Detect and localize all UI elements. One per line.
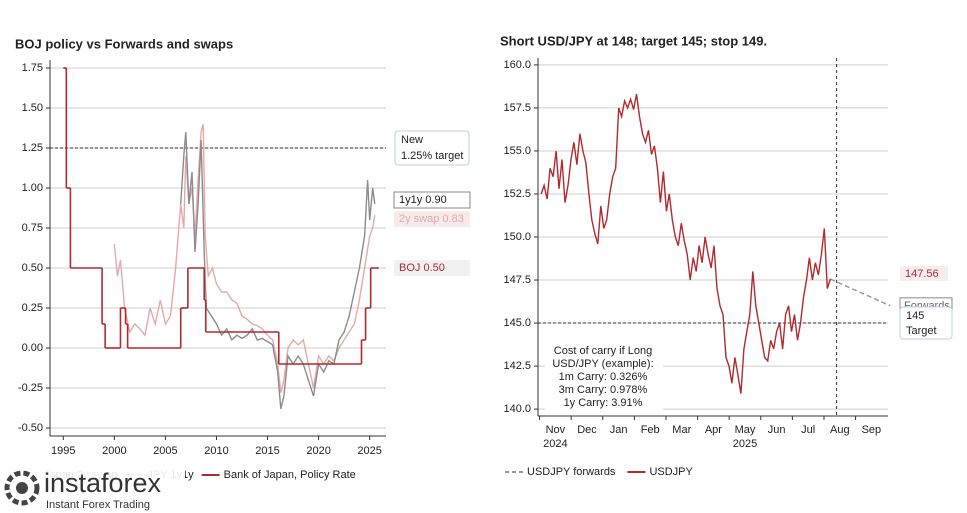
note-line: 3m Carry: 0.978% bbox=[559, 384, 648, 396]
series-line bbox=[540, 93, 831, 394]
x-tick-label: Feb bbox=[641, 424, 660, 436]
x-tick-label: 2015 bbox=[255, 445, 279, 457]
note-line: Cost of carry if Long bbox=[554, 345, 652, 357]
note-box bbox=[545, 342, 663, 410]
end-label: 1y1y 0.90 bbox=[399, 194, 447, 206]
brand-tagline: Instant Forex Trading bbox=[46, 499, 150, 511]
watermark: instaforex Instant Forex Trading bbox=[0, 463, 185, 513]
y-tick-label: 142.5 bbox=[503, 360, 531, 372]
y-tick-label: 1.00 bbox=[22, 182, 43, 194]
reference-label: Target bbox=[906, 325, 937, 337]
y-tick-label: 1.75 bbox=[22, 62, 43, 74]
series-line bbox=[113, 123, 376, 393]
x-tick-label: Jun bbox=[768, 424, 786, 436]
x-tick-label: Nov bbox=[546, 424, 566, 436]
y-tick-label: 160.0 bbox=[503, 59, 531, 71]
end-label-box bbox=[394, 211, 470, 228]
y-tick-label: 0.00 bbox=[22, 342, 43, 354]
legend-label: USDJPY bbox=[649, 466, 693, 478]
y-tick-label: 140.0 bbox=[503, 403, 531, 415]
y-tick-label: 155.0 bbox=[503, 145, 531, 157]
x-tick-label: Jul bbox=[801, 424, 815, 436]
x-tick-label: Mar bbox=[672, 424, 691, 436]
watermark-bg bbox=[0, 463, 185, 513]
reference-label: 145 bbox=[906, 310, 924, 322]
annotation-box bbox=[899, 306, 953, 340]
x-tick-label: 2010 bbox=[204, 445, 228, 457]
y-tick-label: 145.0 bbox=[503, 317, 531, 329]
end-label-box bbox=[393, 191, 471, 209]
y-tick-label: 0.50 bbox=[22, 262, 43, 274]
y-tick-label: 152.5 bbox=[503, 188, 531, 200]
y-tick-label: 0.75 bbox=[22, 222, 43, 234]
y-tick-label: -0.25 bbox=[18, 382, 43, 394]
y-tick-label: 0.25 bbox=[22, 302, 43, 314]
y-tick-label: 1.50 bbox=[22, 102, 43, 114]
x-tick-label: Sep bbox=[862, 424, 882, 436]
x-year-label: 2025 bbox=[733, 438, 757, 450]
legend-label: USDJPY forwards bbox=[527, 466, 616, 478]
x-tick-label: 2025 bbox=[357, 445, 381, 457]
series-line bbox=[180, 131, 376, 409]
x-tick-label: 2005 bbox=[153, 445, 177, 457]
x-tick-label: Aug bbox=[830, 424, 850, 436]
end-label-box bbox=[394, 260, 470, 276]
x-tick-label: Apr bbox=[705, 424, 722, 436]
x-tick-label: 2020 bbox=[306, 445, 330, 457]
end-label: 2y swap 0.83 bbox=[399, 213, 464, 225]
chart-title: BOJ policy vs Forwards and swaps bbox=[15, 36, 233, 51]
reference-label: 1.25% target bbox=[401, 150, 463, 162]
note-line: 1y Carry: 3.91% bbox=[564, 397, 643, 409]
x-tick-label: Dec bbox=[577, 424, 597, 436]
chart-title: Short USD/JPY at 148; target 145; stop 1… bbox=[500, 33, 767, 48]
reference-label: New bbox=[401, 134, 423, 146]
x-tick-label: Jan bbox=[610, 424, 628, 436]
x-tick-label: May bbox=[735, 424, 756, 436]
logo bbox=[16, 482, 28, 494]
x-tick-label: 2000 bbox=[102, 445, 126, 457]
end-label-box bbox=[900, 265, 948, 281]
x-tick-label: 1995 bbox=[51, 445, 75, 457]
note-line: USD/JPY (example): bbox=[552, 358, 653, 370]
annotation-box bbox=[394, 130, 470, 166]
y-tick-label: 157.5 bbox=[503, 102, 531, 114]
y-tick-label: 150.0 bbox=[503, 231, 531, 243]
x-year-label: 2024 bbox=[543, 438, 567, 450]
y-tick-label: -0.50 bbox=[18, 422, 43, 434]
note-line: 1m Carry: 0.326% bbox=[559, 371, 648, 383]
end-label: 147.56 bbox=[905, 268, 939, 280]
brand-name: instaforex bbox=[44, 468, 162, 498]
y-tick-label: 1.25 bbox=[22, 142, 43, 154]
end-label: BOJ 0.50 bbox=[399, 262, 445, 274]
logo bbox=[4, 470, 40, 506]
y-tick-label: 147.5 bbox=[503, 274, 531, 286]
series-line bbox=[829, 278, 891, 307]
legend-label: Bank of Japan, Policy Rate bbox=[224, 469, 356, 481]
